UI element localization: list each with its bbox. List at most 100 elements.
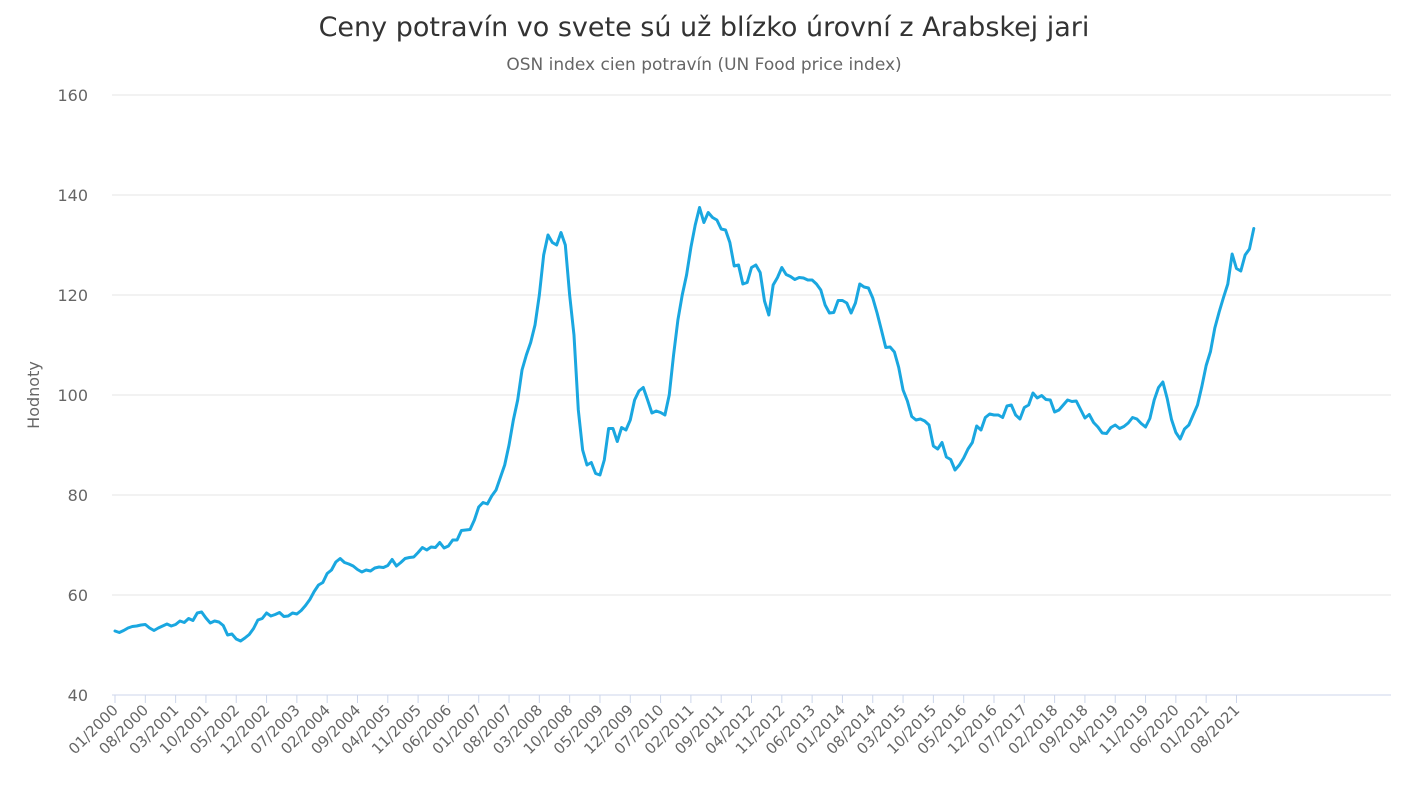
data-point[interactable]: [794, 278, 796, 281]
data-point[interactable]: [785, 273, 787, 276]
data-point[interactable]: [668, 394, 671, 396]
data-point[interactable]: [196, 612, 199, 614]
data-point[interactable]: [750, 266, 753, 269]
data-point[interactable]: [1170, 418, 1173, 421]
data-point[interactable]: [733, 265, 735, 267]
data-point[interactable]: [659, 411, 662, 414]
data-point[interactable]: [512, 419, 515, 421]
data-point[interactable]: [625, 429, 627, 431]
data-point[interactable]: [1240, 270, 1242, 272]
data-point[interactable]: [928, 424, 930, 426]
data-point[interactable]: [551, 241, 554, 244]
data-point[interactable]: [343, 561, 346, 564]
data-point[interactable]: [1101, 432, 1104, 434]
data-point[interactable]: [1110, 426, 1112, 429]
data-point[interactable]: [451, 539, 454, 541]
data-point[interactable]: [213, 620, 216, 622]
data-point[interactable]: [690, 246, 692, 249]
data-point[interactable]: [486, 503, 489, 505]
data-point[interactable]: [1023, 406, 1026, 409]
data-point[interactable]: [382, 566, 385, 569]
data-point[interactable]: [742, 283, 744, 285]
data-point[interactable]: [759, 271, 761, 274]
data-point[interactable]: [845, 302, 848, 304]
data-point[interactable]: [187, 617, 190, 620]
data-point[interactable]: [638, 390, 640, 392]
data-point[interactable]: [871, 297, 874, 299]
data-point[interactable]: [231, 633, 233, 635]
data-point[interactable]: [997, 414, 1000, 416]
data-point[interactable]: [174, 623, 177, 626]
data-point[interactable]: [716, 219, 718, 221]
data-point[interactable]: [949, 458, 952, 461]
data-point[interactable]: [1214, 327, 1216, 329]
data-point[interactable]: [287, 615, 290, 617]
data-point[interactable]: [1014, 414, 1017, 416]
data-point[interactable]: [222, 624, 225, 627]
data-point[interactable]: [923, 420, 926, 422]
data-point[interactable]: [763, 300, 766, 302]
data-point[interactable]: [1040, 394, 1043, 397]
data-point[interactable]: [443, 547, 445, 549]
data-point[interactable]: [283, 615, 285, 618]
data-point[interactable]: [477, 506, 480, 508]
data-point[interactable]: [503, 464, 506, 466]
data-point[interactable]: [348, 563, 350, 565]
data-point[interactable]: [798, 276, 800, 279]
data-point[interactable]: [144, 623, 147, 626]
data-point[interactable]: [1006, 405, 1008, 407]
data-point[interactable]: [811, 279, 813, 281]
data-point[interactable]: [1053, 411, 1056, 413]
data-point[interactable]: [309, 598, 311, 601]
data-point[interactable]: [1001, 416, 1004, 419]
data-point[interactable]: [252, 627, 255, 630]
data-point[interactable]: [824, 304, 826, 306]
data-point[interactable]: [408, 556, 411, 559]
data-point[interactable]: [161, 625, 164, 627]
data-point[interactable]: [166, 623, 168, 625]
data-point[interactable]: [1118, 427, 1121, 430]
data-point[interactable]: [1218, 311, 1220, 313]
data-point[interactable]: [616, 440, 619, 443]
data-point[interactable]: [326, 572, 328, 575]
data-point[interactable]: [1244, 254, 1246, 256]
data-point[interactable]: [425, 549, 428, 551]
data-point[interactable]: [1227, 283, 1229, 285]
data-point[interactable]: [140, 624, 142, 626]
data-point[interactable]: [1166, 397, 1168, 400]
data-point[interactable]: [1019, 418, 1021, 420]
data-point[interactable]: [789, 275, 792, 278]
data-point[interactable]: [534, 324, 536, 326]
data-point[interactable]: [897, 366, 900, 369]
data-point[interactable]: [300, 609, 302, 612]
data-point[interactable]: [672, 354, 675, 356]
data-point[interactable]: [1131, 416, 1134, 419]
data-point[interactable]: [369, 570, 372, 572]
data-point[interactable]: [157, 627, 160, 629]
data-point[interactable]: [365, 569, 367, 571]
data-point[interactable]: [417, 551, 419, 554]
data-point[interactable]: [521, 369, 523, 371]
data-point[interactable]: [945, 456, 948, 458]
data-point[interactable]: [958, 464, 961, 466]
data-point[interactable]: [499, 476, 502, 479]
data-point[interactable]: [694, 224, 697, 226]
data-point[interactable]: [768, 314, 770, 316]
data-point[interactable]: [270, 615, 272, 617]
data-point[interactable]: [464, 529, 467, 531]
data-point[interactable]: [404, 557, 406, 560]
data-point[interactable]: [248, 633, 251, 636]
data-point[interactable]: [564, 244, 567, 246]
data-point[interactable]: [1188, 424, 1190, 426]
data-point[interactable]: [516, 399, 519, 401]
data-point[interactable]: [651, 412, 653, 414]
data-point[interactable]: [1066, 399, 1069, 401]
data-point[interactable]: [460, 529, 463, 532]
data-point[interactable]: [737, 264, 740, 266]
data-point[interactable]: [430, 546, 432, 548]
data-point[interactable]: [590, 461, 593, 464]
data-point[interactable]: [235, 638, 238, 640]
data-point[interactable]: [226, 634, 229, 636]
data-point[interactable]: [633, 399, 636, 401]
data-point[interactable]: [421, 546, 424, 549]
